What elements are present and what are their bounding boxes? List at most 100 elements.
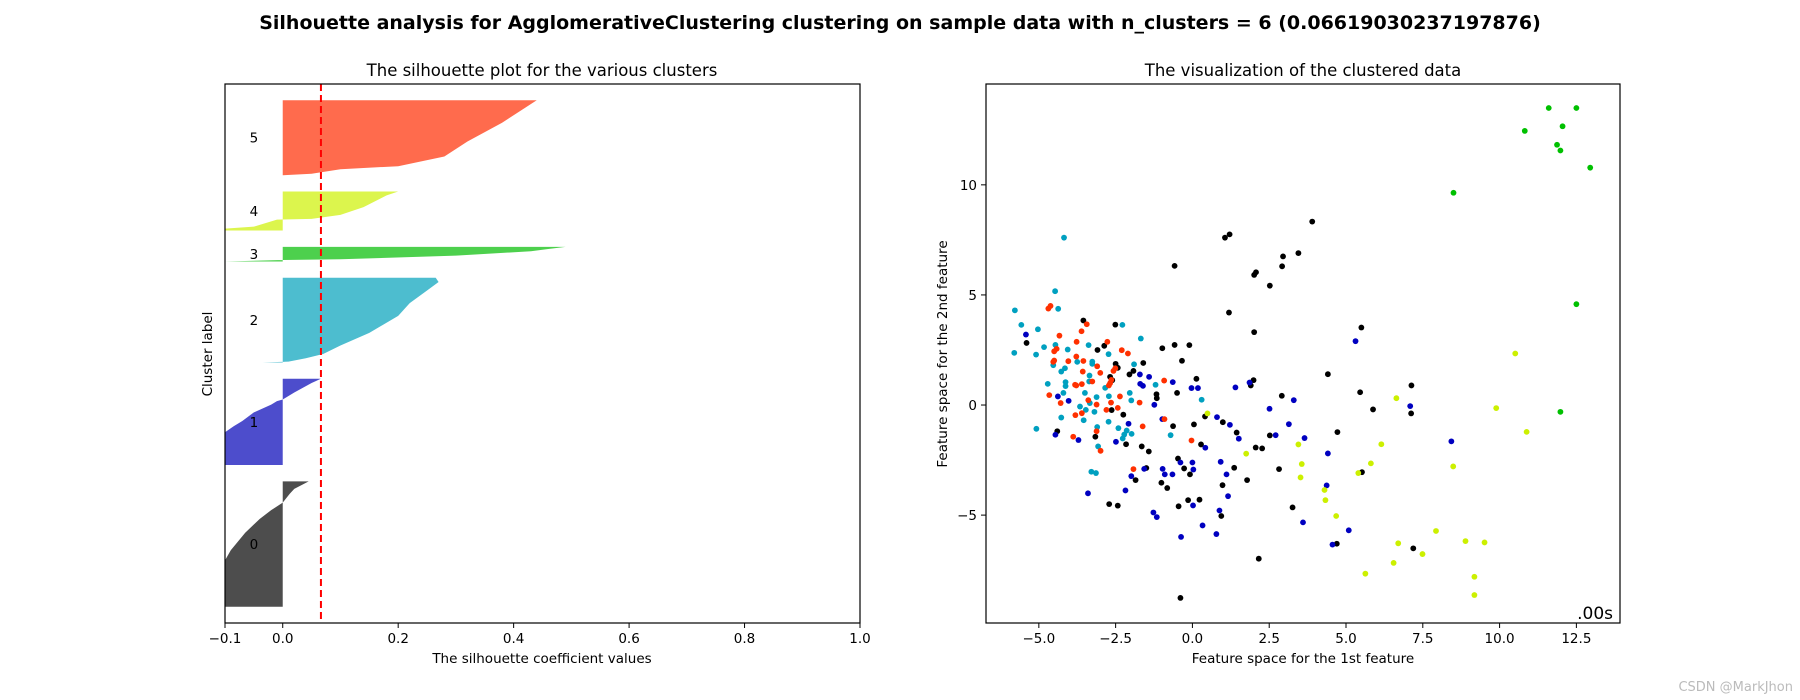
x-tick-label: 10.0 bbox=[1485, 631, 1515, 647]
scatter-point-cluster-0 bbox=[1153, 395, 1160, 402]
scatter-point-cluster-4 bbox=[1433, 528, 1439, 534]
scatter-point-cluster-0 bbox=[1219, 419, 1226, 426]
scatter-point-cluster-2 bbox=[1055, 305, 1062, 312]
scatter-y-label: Feature space for the 2nd feature bbox=[935, 240, 951, 467]
scatter-point-cluster-0 bbox=[1126, 371, 1133, 378]
x-tick-label: 5.0 bbox=[1335, 631, 1356, 647]
scatter-point-cluster-5 bbox=[1104, 338, 1111, 345]
scatter-point-cluster-4 bbox=[1298, 461, 1305, 467]
silhouette-cluster-2 bbox=[262, 277, 439, 363]
scatter-point-cluster-2 bbox=[1085, 342, 1092, 349]
scatter-point-cluster-1 bbox=[1266, 405, 1273, 412]
scatter-point-cluster-5 bbox=[1105, 382, 1112, 389]
scatter-point-cluster-2 bbox=[1033, 351, 1039, 358]
x-tick-label: −0.1 bbox=[209, 631, 242, 647]
scatter-point-cluster-2 bbox=[1060, 390, 1067, 396]
scatter-point-cluster-5 bbox=[1094, 363, 1101, 370]
scatter-point-cluster-1 bbox=[1214, 414, 1220, 421]
scatter-point-cluster-5 bbox=[1078, 410, 1085, 417]
scatter-point-cluster-4 bbox=[1295, 441, 1302, 448]
scatter-point-cluster-4 bbox=[1390, 559, 1397, 566]
scatter-point-cluster-4 bbox=[1471, 592, 1478, 598]
scatter-point-cluster-4 bbox=[1333, 513, 1340, 519]
scatter-point-cluster-5 bbox=[1072, 412, 1079, 419]
scatter-point-cluster-0 bbox=[1108, 407, 1115, 413]
scatter-point-cluster-2 bbox=[1091, 408, 1098, 415]
silhouette-x-ticks: −0.1 0.0 0.2 0.4 0.6 0.8 1.0 bbox=[209, 623, 871, 647]
scatter-point-cluster-5 bbox=[1136, 399, 1143, 406]
scatter-point-cluster-0 bbox=[1177, 594, 1184, 601]
scatter-point-cluster-4 bbox=[1321, 487, 1328, 493]
scatter-point-cluster-0 bbox=[1280, 253, 1286, 260]
scatter-point-cluster-0 bbox=[1171, 342, 1178, 348]
scatter-point-cluster-0 bbox=[1185, 497, 1192, 504]
scatter-point-cluster-2 bbox=[1011, 307, 1018, 314]
scatter-point-cluster-2 bbox=[1082, 390, 1088, 396]
scatter-point-cluster-5 bbox=[1130, 466, 1137, 472]
scatter-point-cluster-2 bbox=[1137, 335, 1144, 342]
scatter-point-cluster-0 bbox=[1295, 250, 1302, 256]
scatter-point-cluster-0 bbox=[1218, 513, 1225, 519]
scatter-point-cluster-5 bbox=[1051, 348, 1058, 355]
scatter-point-cluster-2 bbox=[1041, 344, 1047, 351]
scatter-point-cluster-1 bbox=[1300, 519, 1306, 526]
x-tick-label: 1.0 bbox=[849, 631, 870, 647]
scatter-point-cluster-1 bbox=[1113, 438, 1119, 445]
scatter-point-cluster-5 bbox=[1108, 399, 1114, 406]
scatter-point-cluster-4 bbox=[1523, 428, 1530, 435]
scatter-point-cluster-5 bbox=[1070, 433, 1077, 440]
scatter-point-cluster-1 bbox=[1190, 502, 1196, 509]
scatter-point-cluster-1 bbox=[1159, 465, 1166, 472]
scatter-point-cluster-1 bbox=[1329, 541, 1336, 548]
scatter-point-cluster-0 bbox=[1170, 423, 1176, 430]
scatter-point-cluster-3 bbox=[1554, 141, 1560, 148]
scatter-point-cluster-2 bbox=[1152, 381, 1159, 388]
scatter-point-cluster-3 bbox=[1573, 301, 1580, 308]
scatter-point-cluster-0 bbox=[1251, 271, 1258, 278]
scatter-point-cluster-0 bbox=[1120, 411, 1127, 418]
scatter-point-cluster-0 bbox=[1198, 441, 1204, 448]
scatter-point-cluster-0 bbox=[1106, 501, 1113, 508]
scatter-point-cluster-2 bbox=[1086, 372, 1093, 379]
scatter-point-cluster-5 bbox=[1080, 358, 1087, 364]
scatter-point-cluster-1 bbox=[1065, 397, 1072, 404]
scatter-axes-frame bbox=[985, 83, 1621, 624]
scatter-point-cluster-0 bbox=[1226, 309, 1232, 316]
scatter-point-cluster-0 bbox=[1101, 342, 1108, 349]
silhouette-cluster-3 bbox=[225, 246, 566, 262]
scatter-point-cluster-1 bbox=[1151, 401, 1158, 408]
scatter-point-cluster-0 bbox=[1130, 367, 1137, 374]
scatter-point-cluster-2 bbox=[1080, 417, 1087, 424]
silhouette-cluster-0 bbox=[225, 481, 309, 607]
silhouette-cluster-5 bbox=[282, 100, 537, 176]
scatter-point-cluster-0 bbox=[1112, 321, 1119, 328]
scatter-point-cluster-1 bbox=[1195, 385, 1201, 391]
scatter-x-label: Feature space for the 1st feature bbox=[1192, 651, 1414, 667]
silhouette-x-label: The silhouette coefficient values bbox=[431, 651, 651, 667]
scatter-point-cluster-5 bbox=[1093, 428, 1100, 435]
scatter-point-cluster-1 bbox=[1232, 384, 1239, 391]
scatter-point-cluster-4 bbox=[1378, 441, 1385, 448]
scatter-point-cluster-1 bbox=[1246, 379, 1253, 386]
scatter-point-cluster-4 bbox=[1419, 551, 1426, 557]
scatter-point-cluster-2 bbox=[1095, 443, 1102, 450]
scatter-point-cluster-0 bbox=[1252, 444, 1259, 451]
scatter-point-cluster-4 bbox=[1297, 474, 1304, 481]
scatter-point-cluster-1 bbox=[1199, 522, 1206, 529]
scatter-point-cluster-4 bbox=[1481, 539, 1488, 546]
scatter-point-cluster-1 bbox=[1140, 382, 1146, 389]
scatter-point-cluster-0 bbox=[1408, 382, 1415, 389]
scatter-point-cluster-2 bbox=[1167, 432, 1174, 439]
x-tick-label: 0.6 bbox=[618, 631, 639, 647]
scatter-point-cluster-1 bbox=[1128, 473, 1135, 480]
scatter-point-cluster-5 bbox=[1103, 406, 1110, 413]
scatter-point-cluster-0 bbox=[1145, 448, 1152, 455]
scatter-point-cluster-0 bbox=[1158, 479, 1165, 486]
scatter-point-cluster-3 bbox=[1587, 164, 1594, 171]
y-tick-label: 10 bbox=[960, 178, 977, 194]
scatter-point-cluster-0 bbox=[1219, 482, 1226, 489]
x-tick-label: 2.5 bbox=[1258, 631, 1279, 647]
scatter-point-cluster-0 bbox=[1370, 406, 1376, 413]
silhouette-plot-title: The silhouette plot for the various clus… bbox=[366, 61, 718, 80]
